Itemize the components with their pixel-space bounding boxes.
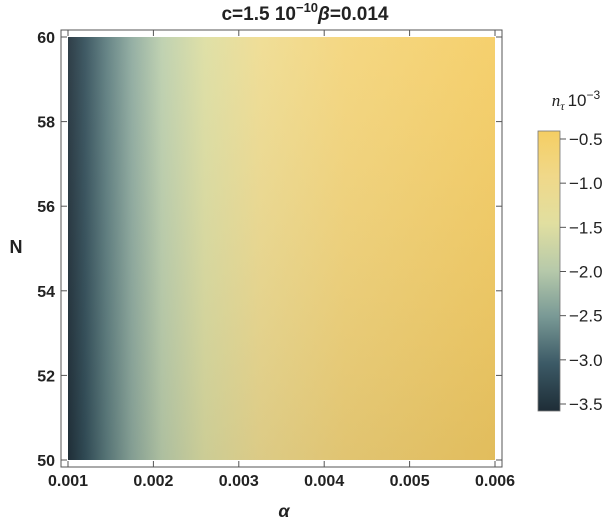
chart-title: c=1.5 10−10β=0.014 bbox=[221, 0, 388, 25]
plot-frame bbox=[60, 29, 503, 468]
colorbar-tick-label: −3.5 bbox=[569, 395, 603, 414]
heatmap-field-shading bbox=[68, 37, 495, 460]
x-tick-label: 0.003 bbox=[219, 473, 259, 490]
x-tick-label: 0.002 bbox=[133, 473, 173, 490]
y-tick-label: 50 bbox=[37, 453, 55, 470]
y-axis-label: N bbox=[10, 237, 23, 257]
y-tick-label: 52 bbox=[37, 368, 55, 385]
colorbar-tick-label: −3.0 bbox=[569, 351, 603, 370]
colorbar-ticks: −0.5 −1.0 −1.5 −2.0 −2.5 −3.0 −3.5 bbox=[560, 130, 603, 414]
colorbar-tick-label: −1.0 bbox=[569, 174, 603, 193]
colorbar-title: nτ 10−3 bbox=[552, 88, 601, 113]
y-tick-label: 56 bbox=[37, 199, 55, 216]
x-tick-label: 0.006 bbox=[475, 473, 515, 490]
y-tick-label: 60 bbox=[37, 30, 55, 47]
x-tick-label: 0.005 bbox=[390, 473, 430, 490]
x-tick-label: 0.004 bbox=[304, 473, 344, 490]
y-tick-label: 58 bbox=[37, 115, 55, 132]
y-tick-label: 54 bbox=[37, 284, 55, 301]
x-tick-label: 0.001 bbox=[48, 473, 88, 490]
colorbar-tick-label: −2.5 bbox=[569, 307, 603, 326]
colorbar-tick-label: −2.0 bbox=[569, 263, 603, 282]
colorbar-tick-label: −1.5 bbox=[569, 218, 603, 237]
colorbar bbox=[538, 131, 560, 411]
colorbar-tick-label: −0.5 bbox=[569, 130, 603, 149]
x-axis-label: α bbox=[278, 501, 290, 521]
y-axis-ticks: 50 52 54 56 58 60 bbox=[37, 30, 502, 470]
x-axis-ticks: 0.001 0.002 0.003 0.004 0.005 0.006 bbox=[48, 30, 515, 490]
